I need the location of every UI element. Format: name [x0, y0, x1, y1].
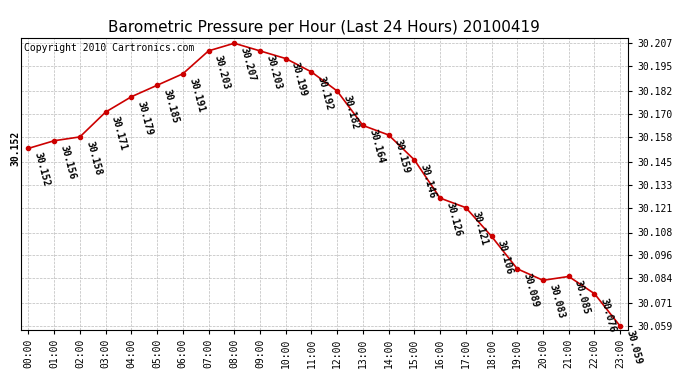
Text: 30.203: 30.203 [213, 54, 231, 90]
Text: 30.192: 30.192 [315, 75, 335, 111]
Text: 30.171: 30.171 [110, 115, 128, 152]
Text: 30.152: 30.152 [32, 151, 51, 188]
Text: 30.164: 30.164 [367, 128, 386, 165]
Text: 30.191: 30.191 [187, 76, 206, 113]
Text: 30.207: 30.207 [239, 46, 257, 82]
Text: 30.203: 30.203 [264, 54, 283, 90]
Text: 30.146: 30.146 [419, 163, 437, 199]
Text: Copyright 2010 Cartronics.com: Copyright 2010 Cartronics.com [23, 44, 194, 53]
Text: 30.185: 30.185 [161, 88, 180, 125]
Text: 30.089: 30.089 [522, 272, 540, 308]
Title: Barometric Pressure per Hour (Last 24 Hours) 20100419: Barometric Pressure per Hour (Last 24 Ho… [108, 20, 540, 35]
Text: 30.199: 30.199 [290, 61, 308, 98]
Text: 30.083: 30.083 [547, 283, 566, 320]
Text: 30.126: 30.126 [444, 201, 463, 237]
Text: 30.085: 30.085 [573, 279, 591, 316]
Text: 30.152: 30.152 [11, 131, 21, 166]
Text: 30.106: 30.106 [495, 239, 515, 276]
Text: 30.179: 30.179 [135, 99, 155, 136]
Text: 30.121: 30.121 [470, 210, 489, 247]
Text: 30.159: 30.159 [393, 138, 411, 174]
Text: 30.059: 30.059 [624, 329, 643, 366]
Text: 30.156: 30.156 [59, 144, 77, 180]
Text: 30.076: 30.076 [599, 297, 618, 333]
Text: 30.158: 30.158 [84, 140, 103, 176]
Text: 30.182: 30.182 [342, 94, 360, 130]
